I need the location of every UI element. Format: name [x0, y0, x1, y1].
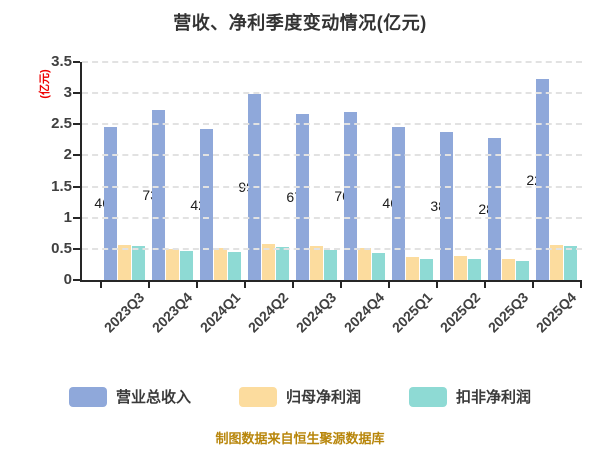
legend-item-扣非净利润: 扣非净利润	[409, 386, 531, 407]
legend: 营业总收入 归母净利润 扣非净利润	[0, 386, 600, 407]
bar-扣非净利润	[468, 259, 481, 280]
bar-扣非净利润	[420, 259, 433, 280]
x-tick-mark	[148, 282, 150, 288]
bar-归母净利润	[214, 248, 227, 280]
bar-营业总收入	[200, 129, 213, 280]
y-tick-label: 0.5	[51, 239, 72, 257]
legend-label: 营业总收入	[115, 389, 191, 406]
y-tick-mark	[73, 185, 80, 188]
plot-area: 46 73 42 99 67 70 46 38 28 22	[80, 61, 582, 282]
y-tick-label: 3	[63, 84, 72, 102]
legend-swatch	[68, 386, 107, 407]
x-tick-mark	[436, 282, 438, 288]
bar-营业总收入	[536, 79, 549, 280]
legend-label: 归母净利润	[285, 389, 361, 406]
bar-扣非净利润	[324, 250, 337, 280]
bar-营业总收入	[488, 138, 501, 280]
y-tick-mark	[73, 123, 80, 126]
bar-归母净利润	[406, 256, 419, 280]
bar-扣非净利润	[228, 251, 241, 280]
y-tick-label: 2.5	[51, 115, 72, 133]
bar-归母净利润	[550, 244, 563, 280]
bar-营业总收入	[392, 126, 405, 280]
y-tick-label: 1.5	[51, 177, 72, 195]
y-tick-label: 1	[63, 208, 72, 226]
bar-归母净利润	[502, 258, 515, 280]
bar-扣非净利润	[276, 247, 289, 280]
x-tick-mark	[580, 282, 582, 288]
x-tick-mark	[196, 282, 198, 288]
bar-扣非净利润	[132, 246, 145, 280]
y-tick-mark	[73, 279, 80, 281]
gridline	[82, 123, 582, 126]
x-tick-mark	[484, 282, 486, 288]
gridline	[82, 247, 582, 250]
y-tick-mark	[73, 154, 80, 157]
bar-归母净利润	[262, 243, 275, 280]
y-tick-label: 0	[63, 271, 72, 288]
bar-扣非净利润	[516, 261, 529, 280]
bar-归母净利润	[358, 248, 371, 280]
bar-归母净利润	[310, 245, 323, 280]
legend-label: 扣非净利润	[456, 389, 532, 406]
y-tick-mark	[73, 247, 80, 250]
legend-swatch	[409, 386, 447, 407]
data-source-note: 制图数据来自恒生聚源数据库	[215, 431, 385, 446]
y-tick-mark	[73, 216, 80, 219]
y-tick-label: 2	[63, 146, 72, 164]
x-tick-mark	[388, 282, 390, 288]
gridline	[82, 154, 582, 157]
bar-扣非净利润	[180, 251, 193, 280]
bar-营业总收入	[104, 126, 117, 280]
y-tick-mark	[73, 92, 80, 95]
bar-归母净利润	[454, 256, 467, 280]
bar-扣非净利润	[372, 252, 385, 280]
x-tick-mark	[532, 282, 534, 288]
x-tick-mark	[244, 282, 246, 288]
x-tick-mark	[100, 282, 102, 288]
gridline	[82, 216, 582, 219]
y-tick-mark	[73, 61, 80, 63]
bar-营业总收入	[440, 131, 453, 280]
chart-title: 营收、净利季度变动情况(亿元)	[173, 13, 427, 33]
legend-swatch	[238, 386, 277, 407]
gridline	[82, 61, 582, 63]
y-tick-label: 3.5	[51, 53, 72, 70]
bar-归母净利润	[118, 244, 131, 280]
bar-营业总收入	[296, 113, 309, 280]
gridline	[82, 92, 582, 95]
legend-item-归母净利润: 归母净利润	[238, 386, 361, 407]
bar-扣非净利润	[564, 246, 577, 280]
legend-item-营业总收入: 营业总收入	[68, 386, 191, 407]
x-tick-mark	[292, 282, 294, 288]
bar-营业总收入	[152, 109, 165, 280]
bar-归母净利润	[166, 248, 179, 280]
x-tick-mark	[340, 282, 342, 288]
gridline	[82, 185, 582, 188]
bar-营业总收入	[344, 111, 357, 280]
